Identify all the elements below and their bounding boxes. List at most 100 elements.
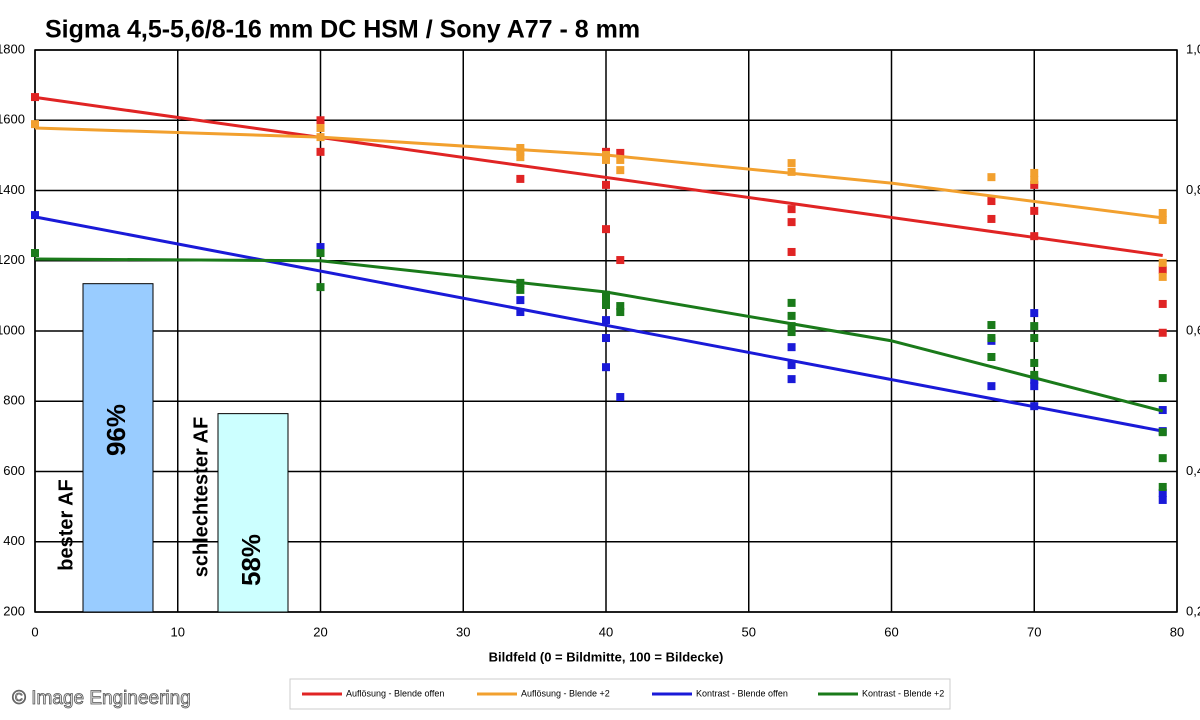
data-point — [31, 93, 39, 102]
y-tick-label: 1800 — [0, 41, 25, 56]
y2-tick-label: 1,0 — [1186, 41, 1200, 56]
af-value-label: 58% — [236, 534, 266, 586]
data-point — [787, 159, 796, 168]
data-point — [602, 316, 610, 325]
data-point — [602, 301, 610, 310]
data-point — [987, 382, 996, 391]
x-tick-label: 0 — [31, 624, 38, 639]
data-point — [987, 321, 996, 330]
data-point — [787, 322, 796, 331]
data-point — [316, 123, 325, 132]
data-point — [787, 298, 796, 307]
data-point — [787, 375, 796, 384]
data-point — [1030, 375, 1039, 384]
trend-line — [34, 95, 1163, 257]
legend-label: Auflösung - Blende offen — [346, 688, 444, 698]
y2-tick-label: 0,6 — [1186, 322, 1200, 337]
data-point — [987, 197, 996, 206]
x-axis-label: Bildfeld (0 = Bildmitte, 100 = Bildecke) — [489, 649, 724, 664]
data-point — [516, 147, 525, 156]
y-tick-label: 800 — [3, 393, 25, 408]
data-point — [1030, 206, 1039, 215]
data-point — [987, 173, 996, 182]
data-point — [987, 352, 996, 361]
data-point — [616, 155, 625, 164]
y2-tick-label: 0,4 — [1186, 463, 1200, 478]
data-point — [616, 393, 625, 402]
data-point — [616, 308, 625, 317]
data-point — [316, 116, 325, 125]
data-point — [316, 283, 325, 292]
data-point — [1158, 216, 1167, 225]
trend-line — [34, 126, 1163, 220]
data-point — [1158, 258, 1167, 267]
data-point — [787, 218, 796, 227]
data-point — [1030, 322, 1039, 331]
data-point — [31, 249, 39, 258]
data-point — [1158, 265, 1167, 274]
x-tick-label: 50 — [742, 624, 756, 639]
y2-tick-label: 0,8 — [1186, 182, 1200, 197]
data-point — [787, 311, 796, 320]
data-point — [1158, 328, 1167, 337]
af-label: schlechtester AF — [190, 417, 212, 577]
data-point — [1030, 334, 1039, 343]
data-point — [1158, 272, 1167, 281]
data-point — [616, 256, 625, 265]
copyright: © Image Engineering — [12, 688, 191, 709]
y-tick-label: 600 — [3, 463, 25, 478]
y-tick-label: 1200 — [0, 252, 25, 267]
data-point — [987, 334, 996, 343]
y-tick-label: 400 — [3, 533, 25, 548]
data-point — [516, 174, 525, 183]
af-bar — [217, 413, 289, 613]
data-point — [31, 120, 39, 129]
data-point — [787, 328, 796, 337]
data-point — [616, 148, 625, 157]
data-point — [1158, 495, 1167, 504]
y-tick-label: 1400 — [0, 182, 25, 197]
data-point — [31, 211, 39, 220]
data-point — [316, 147, 325, 156]
data-point — [1030, 309, 1039, 318]
data-point — [602, 155, 610, 164]
data-point — [1158, 428, 1167, 437]
data-point — [602, 225, 610, 234]
trend-line — [34, 215, 1164, 433]
data-point — [1158, 454, 1167, 463]
data-point — [1030, 358, 1039, 367]
x-tick-label: 30 — [456, 624, 470, 639]
y-tick-label: 1000 — [0, 322, 25, 337]
x-tick-label: 80 — [1170, 624, 1184, 639]
data-point — [602, 296, 610, 305]
data-point — [787, 205, 796, 214]
data-point — [1158, 374, 1167, 383]
data-point — [1158, 488, 1167, 497]
data-point — [787, 361, 796, 370]
data-point — [1030, 168, 1039, 177]
legend-label: Kontrast - Blende +2 — [862, 688, 944, 698]
data-point — [616, 302, 625, 311]
x-tick-label: 20 — [313, 624, 327, 639]
x-tick-label: 60 — [884, 624, 898, 639]
data-point — [787, 343, 796, 352]
x-tick-label: 40 — [599, 624, 613, 639]
data-point — [1030, 180, 1039, 189]
x-tick-label: 10 — [171, 624, 185, 639]
data-point — [787, 247, 796, 256]
data-point — [1158, 208, 1167, 217]
data-point — [516, 296, 525, 305]
data-point — [1158, 299, 1167, 308]
y-tick-label: 1600 — [0, 112, 25, 127]
data-point — [516, 308, 525, 317]
data-point — [602, 180, 610, 189]
data-point — [987, 214, 996, 223]
legend-label: Kontrast - Blende offen — [696, 688, 788, 698]
data-point — [602, 334, 610, 343]
data-point — [316, 243, 325, 252]
y2-tick-label: 0,2 — [1186, 603, 1200, 618]
data-point — [1158, 482, 1167, 491]
y-tick-label: 200 — [3, 603, 25, 618]
